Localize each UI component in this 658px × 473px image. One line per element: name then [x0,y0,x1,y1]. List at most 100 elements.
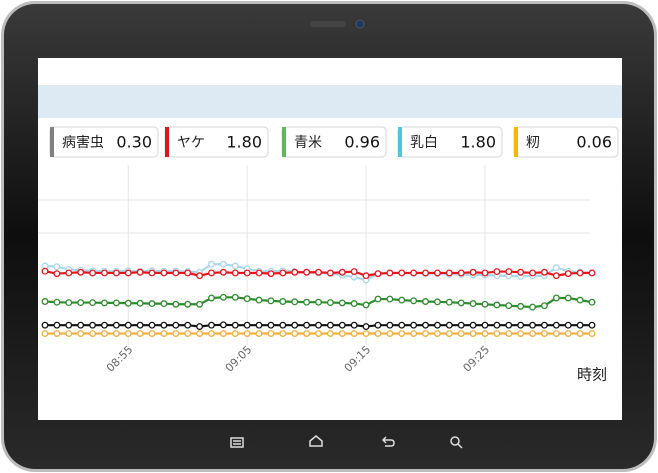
legend-name: ヤケ [177,135,205,151]
point [136,268,144,276]
point [136,330,144,337]
point [65,299,73,306]
point [231,330,239,337]
point [219,260,227,268]
point [148,321,156,329]
point [386,269,394,277]
point [445,330,453,337]
point [386,330,394,337]
point [243,269,251,277]
point [326,269,334,277]
camera [355,19,365,29]
point [350,321,358,329]
search-button[interactable] [450,436,463,449]
point [136,299,144,307]
point [315,330,322,337]
point [148,330,156,337]
menu-button[interactable] [230,437,244,448]
point [398,321,406,329]
point [65,269,73,277]
legend-item: 病害虫 0.30 [49,126,159,158]
point [315,321,322,329]
point [445,269,453,277]
point [219,293,227,301]
point [540,330,548,337]
point [540,302,548,310]
point [517,321,525,329]
point [231,321,239,329]
legend-swatch [282,127,286,157]
point [362,301,370,309]
point [89,299,97,306]
point [338,321,346,329]
point [196,323,204,331]
point [422,298,429,305]
point [433,321,441,329]
point [588,269,596,277]
x-axis-label: 時刻 [577,366,607,384]
point [231,293,239,301]
point [53,321,61,329]
point [552,294,560,302]
point [208,260,215,268]
point [184,330,192,337]
point [196,272,204,280]
point [219,268,227,276]
point [77,268,85,276]
legend-swatch [514,127,518,157]
point [588,330,596,337]
point [243,295,251,303]
point [279,330,287,337]
point [279,321,287,329]
point [564,321,572,329]
point [552,272,560,280]
point [540,321,548,329]
legend-item: ヤケ 1.80 [164,126,269,158]
point [219,321,227,329]
point [208,330,215,337]
point [410,330,418,337]
point [53,298,61,306]
point [457,330,465,337]
point [184,321,192,329]
point [505,302,513,310]
point [576,330,584,337]
point [243,321,251,329]
point [457,321,465,329]
legend-swatch [165,127,169,157]
legend-name: 青米 [294,135,322,151]
point [410,321,418,329]
legend-swatch [50,127,54,157]
point [576,296,584,304]
point [493,321,501,329]
point [481,300,489,308]
point [124,330,132,337]
point [362,330,370,337]
point [338,268,346,276]
point [350,273,358,281]
screen [38,58,622,420]
legend-name: 乳白 [410,135,438,151]
point [101,321,108,329]
point [338,330,346,337]
point [517,268,525,276]
series [41,330,596,337]
point [588,298,596,306]
point [279,298,287,305]
point [588,321,596,329]
point [469,321,477,329]
back-button[interactable] [381,436,395,447]
home-button[interactable] [309,435,323,447]
point [231,262,239,270]
point [267,297,275,305]
legend-name: 病害虫 [62,135,104,151]
legend-value: 0.06 [576,133,612,152]
point [315,268,322,276]
legend-value: 0.96 [344,133,380,152]
point [315,298,322,306]
point [160,300,168,308]
point [148,269,156,277]
point [374,330,382,337]
point [481,330,489,337]
